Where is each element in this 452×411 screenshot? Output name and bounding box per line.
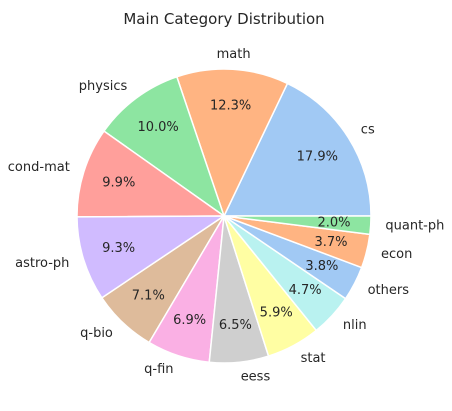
category-label-astro-ph: astro-ph — [15, 256, 69, 271]
pie-slice-cs — [223, 82, 372, 217]
percent-label-math: 12.3% — [210, 98, 251, 113]
percent-label-quant-ph: 2.0% — [317, 215, 350, 230]
pie-slice-physics — [103, 76, 225, 217]
category-label-cond-mat: cond-mat — [8, 160, 70, 175]
percent-label-cond-mat: 9.9% — [102, 175, 135, 190]
category-label-q-fin: q-fin — [144, 362, 173, 377]
category-label-nlin: nlin — [343, 318, 367, 333]
percent-label-others: 3.8% — [305, 259, 338, 274]
percent-label-stat: 5.9% — [260, 306, 293, 321]
category-label-math: math — [217, 47, 251, 62]
percent-label-cs: 17.9% — [297, 150, 338, 165]
category-label-cs: cs — [361, 122, 375, 137]
percent-label-physics: 10.0% — [137, 120, 178, 135]
pie-slices — [76, 68, 372, 364]
pie-labels: cs 17.9% math 12.3% physics 10.0% cond-mat 9.9%… — [8, 47, 445, 384]
pie-slice-math — [176, 68, 289, 217]
pie-slice-quant-ph — [223, 215, 372, 236]
chart-title: Main Category Distribution — [123, 10, 324, 28]
category-label-physics: physics — [79, 79, 128, 94]
percent-label-q-bio: 7.1% — [132, 289, 165, 304]
pie-slice-cond-mat — [76, 130, 225, 218]
percent-label-eess: 6.5% — [219, 318, 252, 333]
category-label-eess: eess — [241, 369, 271, 384]
category-label-quant-ph: quant-ph — [385, 219, 444, 234]
category-label-stat: stat — [301, 351, 326, 366]
percent-label-astro-ph: 9.3% — [102, 241, 135, 256]
percent-label-econ: 3.7% — [314, 235, 347, 250]
category-label-others: others — [368, 283, 410, 298]
pie-slice-astro-ph — [76, 215, 225, 299]
percent-label-q-fin: 6.9% — [173, 313, 206, 328]
category-label-q-bio: q-bio — [80, 326, 113, 341]
category-label-econ: econ — [381, 247, 412, 262]
percent-label-nlin: 4.7% — [289, 283, 322, 298]
